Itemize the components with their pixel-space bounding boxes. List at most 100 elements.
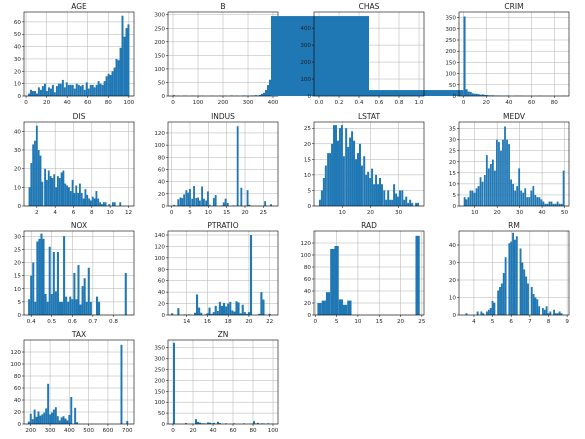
histogram-bar xyxy=(553,309,556,315)
histogram-bar xyxy=(467,91,470,96)
histogram-bar xyxy=(487,168,490,206)
histogram-bar xyxy=(64,418,67,424)
histogram-bar xyxy=(523,269,526,315)
histogram-bar xyxy=(371,168,374,206)
histogram-bar xyxy=(196,294,199,315)
histogram-bar xyxy=(231,310,234,315)
histogram-bar xyxy=(487,309,490,315)
histogram-bar xyxy=(93,198,96,206)
grid xyxy=(459,12,569,97)
histogram-bar xyxy=(257,422,259,424)
histogram-bar xyxy=(81,286,84,315)
histogram-bar xyxy=(31,91,34,96)
histogram-bar xyxy=(73,192,76,206)
histogram-bar xyxy=(34,91,36,96)
bars xyxy=(271,16,467,97)
histogram-bar xyxy=(229,301,232,315)
y-tick-label: 25 xyxy=(304,126,312,132)
histogram-bar xyxy=(510,241,513,315)
histogram-bar xyxy=(240,187,243,206)
histogram-bar xyxy=(115,58,118,96)
histogram-bar xyxy=(321,300,326,315)
histogram-bar xyxy=(403,199,406,206)
y-tick-label: 60 xyxy=(304,277,312,283)
histogram-bar xyxy=(63,87,66,96)
y-tick-label: 0 xyxy=(307,94,311,100)
histogram-bar xyxy=(488,95,491,96)
histogram-bar xyxy=(42,238,45,315)
x-tick-label: 18 xyxy=(225,319,233,325)
y-tick-label: 100 xyxy=(300,253,311,259)
histogram-bar xyxy=(57,83,60,96)
histogram-bar xyxy=(338,128,341,206)
y-tick-label: 40 xyxy=(14,45,22,51)
histogram-bar xyxy=(77,192,79,206)
x-tick-label: 10 xyxy=(339,210,347,216)
histogram-bar xyxy=(479,94,482,96)
histogram-bar xyxy=(56,416,59,424)
y-tick-label: 120 xyxy=(300,241,311,247)
histogram-bar xyxy=(127,24,130,96)
y-tick-label: 0 xyxy=(17,422,21,428)
x-tick-label: 0.8 xyxy=(395,100,404,106)
axes-frame xyxy=(167,230,279,316)
x-tick-label: 100 xyxy=(268,428,279,434)
histogram-bar xyxy=(52,409,55,424)
histogram-bar xyxy=(555,313,557,315)
histogram-bar xyxy=(40,233,43,315)
histogram-bar xyxy=(383,190,386,206)
y-tick-label: 25 xyxy=(14,247,22,253)
histogram-bar xyxy=(494,170,496,206)
histogram-bar xyxy=(200,312,203,315)
histogram-bar xyxy=(124,273,127,315)
bars xyxy=(463,16,566,97)
histogram-bar xyxy=(465,89,468,96)
y-tick-label: 100 xyxy=(154,67,165,73)
bars xyxy=(317,235,420,315)
histogram-bar xyxy=(35,125,38,206)
y-tick-label: 0 xyxy=(307,313,311,319)
x-tick-label: 12 xyxy=(125,210,132,216)
histogram-bar xyxy=(233,423,235,424)
histogram-bar xyxy=(558,203,561,206)
histogram-bar xyxy=(61,79,64,96)
histogram-bar xyxy=(560,203,563,206)
subplot-title: TAX xyxy=(71,330,86,339)
histogram-bar xyxy=(83,278,86,315)
histogram-bar xyxy=(126,421,129,424)
y-tick-label: 25 xyxy=(449,149,457,155)
histogram-bar xyxy=(93,87,96,96)
histogram-bar xyxy=(197,421,199,424)
y-tick-label: 40 xyxy=(304,289,312,295)
histogram-bar xyxy=(405,196,408,206)
histogram-bar xyxy=(219,423,221,424)
y-tick-label: 10 xyxy=(14,287,22,293)
histogram-bar xyxy=(33,409,36,424)
histogram-bar xyxy=(47,170,50,206)
y-tick-label: 20 xyxy=(14,410,22,416)
histogram-bar xyxy=(81,84,84,96)
histogram-bar xyxy=(502,273,505,315)
histogram-bar xyxy=(48,246,51,315)
histogram-bar xyxy=(226,202,229,206)
histogram-bar xyxy=(465,199,468,206)
x-tick-label: 60 xyxy=(528,100,536,106)
histogram-bar xyxy=(206,313,209,315)
x-tick-label: 1.0 xyxy=(415,100,424,106)
subplot-zn: ZN 0 20 40 60 80 100 0 50 100 150 200 250 300 350 xyxy=(154,330,278,434)
subplot-age: AGE 0 20 40 60 80 100 0 10 20 30 40 50 60 xyxy=(14,2,135,106)
histogram-bar xyxy=(103,81,106,96)
histogram-bar xyxy=(552,203,555,206)
y-tick-label: 200 xyxy=(154,378,165,384)
histogram-bar xyxy=(66,185,68,206)
histogram-bar xyxy=(29,413,32,424)
histogram-bar xyxy=(415,202,418,206)
histogram-bar xyxy=(79,183,81,206)
histogram-bar xyxy=(214,195,217,206)
histogram-bar xyxy=(34,301,37,315)
histogram-bar xyxy=(397,196,400,206)
histogram-bar xyxy=(64,183,67,206)
y-tick-label: 20 xyxy=(14,69,22,75)
histogram-bar xyxy=(35,93,38,96)
